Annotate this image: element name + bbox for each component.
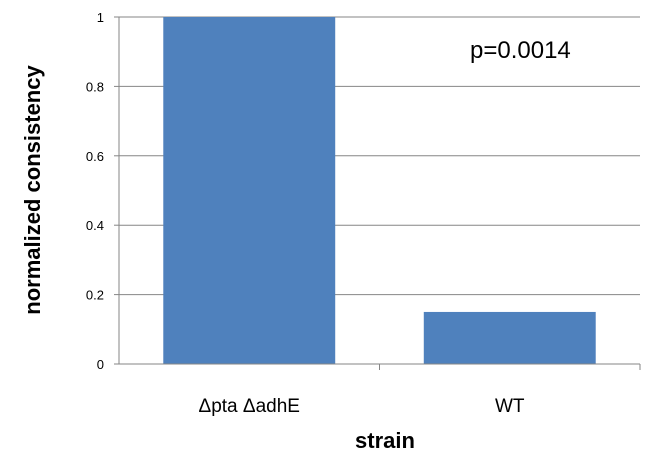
x-category-label: WT <box>495 396 525 417</box>
bars <box>163 17 596 364</box>
y-tick-labels: 0 0.2 0.4 0.6 0.8 1 <box>86 10 104 372</box>
x-axis-title: strain <box>355 428 415 453</box>
y-tick-label: 0.4 <box>86 218 104 233</box>
axes <box>118 17 641 370</box>
y-tick-label: 0 <box>97 357 104 372</box>
x-category-label: Δpta ΔadhE <box>199 396 300 417</box>
y-tick-label: 0.6 <box>86 149 104 164</box>
p-value-annotation: p=0.0014 <box>470 37 571 64</box>
y-tick-label: 1 <box>97 10 104 25</box>
bar <box>423 311 596 364</box>
bar <box>163 17 336 364</box>
y-tick-label: 0.2 <box>86 288 104 303</box>
y-tick-label: 0.8 <box>86 79 104 94</box>
x-category-labels: Δpta ΔadhE WT <box>199 396 525 417</box>
y-axis-title: normalized consistency <box>20 65 45 315</box>
